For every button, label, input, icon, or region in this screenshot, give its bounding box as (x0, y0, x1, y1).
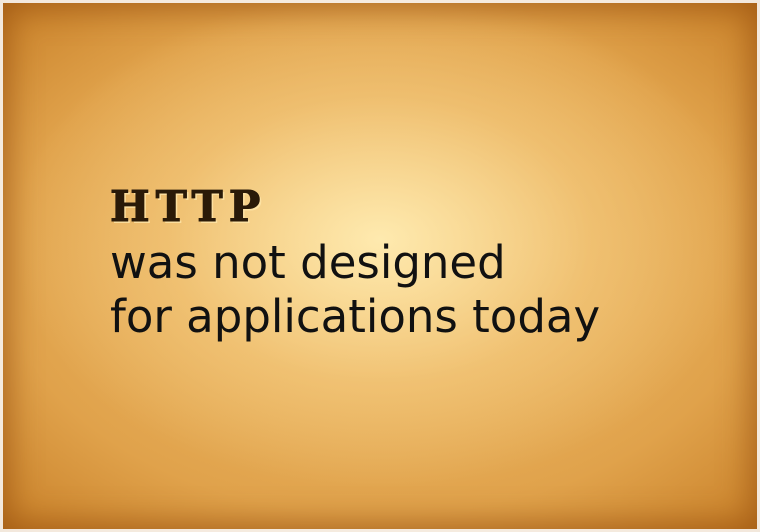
slide-line-1: was not designed (110, 236, 506, 289)
slide-headline: HTTP (110, 182, 267, 232)
slide-line-2: for applications today (110, 290, 601, 343)
slide-text: HTTP was not designed for applications t… (110, 178, 710, 344)
